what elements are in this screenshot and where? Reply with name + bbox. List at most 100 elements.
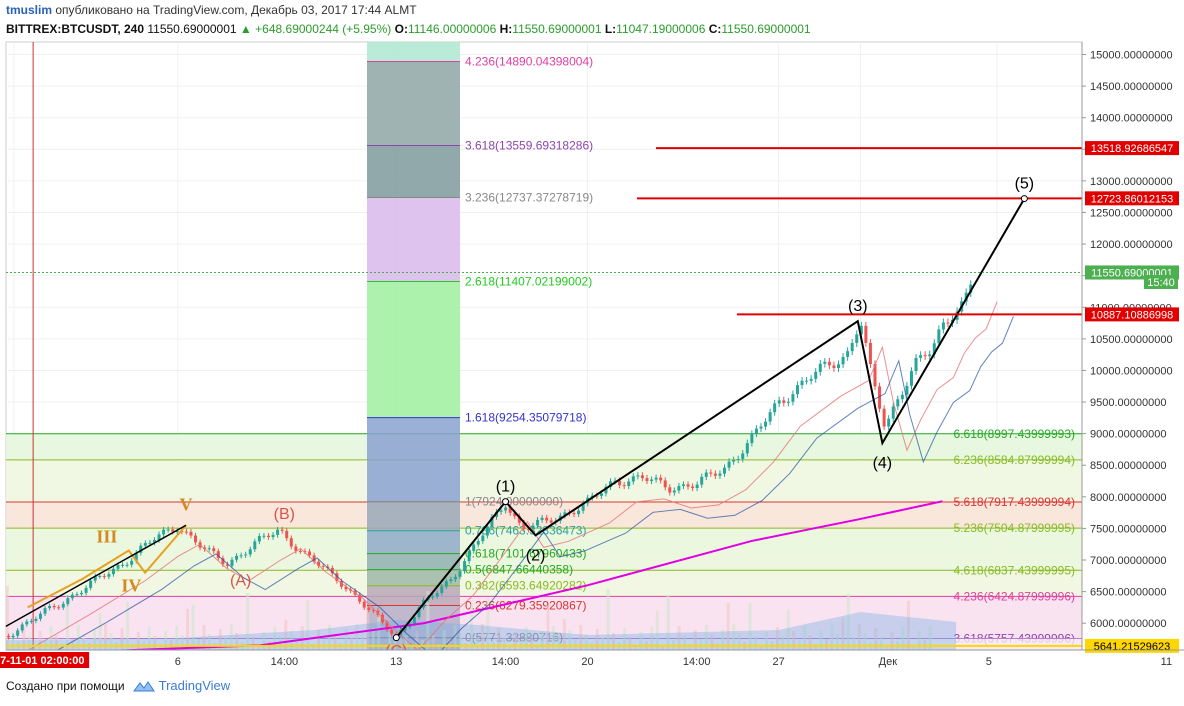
candle-body bbox=[107, 574, 111, 577]
candle-body bbox=[640, 475, 644, 479]
fib-column-band bbox=[367, 417, 460, 502]
fib-zone bbox=[6, 433, 1082, 460]
candle-body bbox=[148, 542, 152, 544]
volume-bar bbox=[595, 629, 599, 650]
candle-body bbox=[795, 385, 799, 395]
candle-body bbox=[143, 543, 147, 546]
volume-bar bbox=[666, 596, 670, 650]
volume-bar bbox=[792, 631, 796, 650]
volume-bar bbox=[355, 624, 359, 650]
last-price: 11550.69000001 bbox=[147, 22, 237, 36]
candle-body bbox=[809, 378, 813, 381]
volume-bar bbox=[60, 644, 64, 650]
author-name[interactable]: tmuslim bbox=[6, 3, 53, 17]
volume-bar bbox=[71, 639, 75, 650]
price-tick-label: 14000.00000000 bbox=[1090, 113, 1173, 125]
volume-bar bbox=[764, 632, 768, 650]
volume-bar bbox=[628, 637, 632, 650]
price-tag bbox=[1085, 307, 1179, 322]
volume-bar bbox=[442, 630, 446, 650]
volume-bar bbox=[912, 645, 916, 650]
candle-body bbox=[928, 354, 932, 357]
time-tick-label: 27 bbox=[772, 656, 784, 668]
candle-body bbox=[946, 322, 950, 324]
candle-body bbox=[581, 503, 585, 511]
volume-bar bbox=[33, 645, 37, 650]
candle-body bbox=[745, 443, 749, 454]
candle-body bbox=[896, 399, 900, 407]
price-tick-label: 15000.00000000 bbox=[1090, 50, 1173, 62]
fib-level-label: 1.618(9254.35079718) bbox=[465, 411, 586, 425]
candle-body bbox=[823, 361, 827, 364]
candle-body bbox=[285, 530, 289, 539]
brand-name: TradingView bbox=[158, 678, 231, 693]
open-label: O: bbox=[394, 22, 408, 36]
candle-body bbox=[932, 343, 936, 355]
volume-bar bbox=[76, 625, 80, 650]
volume-bar bbox=[530, 636, 534, 650]
candle-body bbox=[358, 594, 362, 602]
candle-body bbox=[417, 607, 421, 617]
volume-bar bbox=[246, 593, 250, 650]
candle-body bbox=[750, 433, 754, 444]
tradingview-link[interactable]: TradingView bbox=[132, 678, 231, 693]
candle-body bbox=[403, 626, 407, 630]
time-tick-label: 13 bbox=[390, 656, 402, 668]
candle-body bbox=[672, 490, 676, 493]
candle-body bbox=[659, 477, 663, 481]
wave-label: (B) bbox=[274, 506, 295, 523]
candle-body bbox=[782, 400, 786, 403]
price-tick-label: 8000.00000000 bbox=[1090, 492, 1166, 504]
volume-bar bbox=[683, 635, 687, 650]
candle-body bbox=[878, 386, 882, 409]
volume-bar bbox=[186, 609, 190, 650]
candle-body bbox=[855, 334, 859, 343]
candle-body bbox=[572, 513, 576, 515]
high-label: H: bbox=[499, 22, 513, 36]
volume-bar bbox=[486, 598, 490, 650]
volume-bar bbox=[399, 627, 403, 650]
candle-body bbox=[513, 512, 517, 517]
volume-bar bbox=[191, 605, 195, 650]
price-tick-label: 7000.00000000 bbox=[1090, 555, 1166, 567]
candle-body bbox=[713, 473, 717, 476]
volume-bar bbox=[699, 639, 703, 650]
volume-bar bbox=[639, 632, 643, 650]
candle-body bbox=[216, 551, 220, 559]
candle-body bbox=[38, 613, 42, 619]
candle-body bbox=[84, 587, 88, 593]
candle-body bbox=[773, 403, 777, 413]
volume-bar bbox=[207, 634, 211, 650]
fib-zone bbox=[6, 459, 1082, 503]
wave-label: (5) bbox=[1015, 176, 1035, 193]
candle-body bbox=[308, 551, 312, 556]
candle-body bbox=[262, 535, 266, 537]
fib-column-band bbox=[367, 501, 460, 531]
price-tick-label: 8500.00000000 bbox=[1090, 460, 1166, 472]
candle-body bbox=[52, 606, 56, 608]
footer: Создано при помощи TradingView bbox=[6, 678, 230, 693]
volume-bar bbox=[164, 631, 168, 650]
volume-bar bbox=[704, 625, 708, 650]
candle-body bbox=[754, 428, 758, 434]
candle-body bbox=[914, 357, 918, 372]
candle-body bbox=[540, 517, 544, 520]
candle-body bbox=[622, 485, 626, 487]
volume-bar bbox=[874, 628, 878, 650]
volume-bar bbox=[300, 626, 304, 650]
candle-body bbox=[923, 355, 927, 357]
candle-body bbox=[25, 621, 29, 625]
price-tag bbox=[1085, 638, 1179, 653]
volume-bar bbox=[541, 631, 545, 650]
volume-bar bbox=[229, 624, 233, 650]
candle-body bbox=[627, 481, 631, 486]
candle-body bbox=[339, 581, 343, 587]
symbol-ohlc-line: BITTREX:BTCUSDT, 240 11550.69000001 ▲ +6… bbox=[6, 22, 811, 36]
fib-level-label: 4.236(6424.87999996) bbox=[954, 589, 1075, 603]
candle-body bbox=[444, 581, 448, 587]
candle-body bbox=[609, 481, 613, 487]
candle-body bbox=[266, 535, 270, 537]
volume-bar bbox=[218, 629, 222, 650]
volume-bar bbox=[655, 611, 659, 650]
